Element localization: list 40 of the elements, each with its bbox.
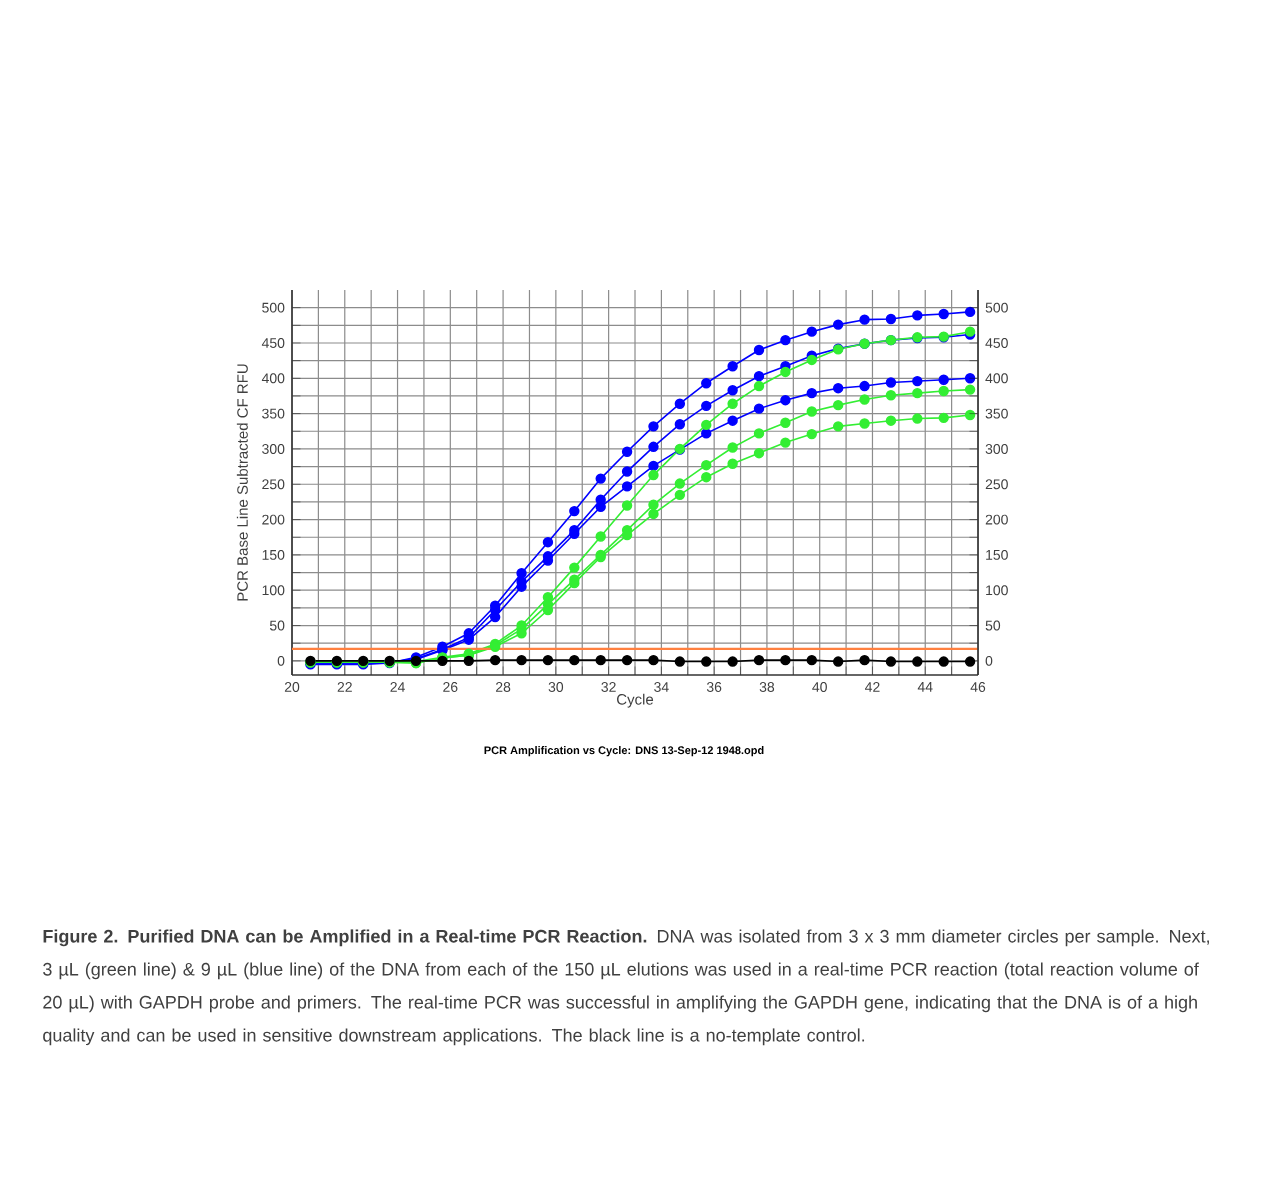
x-tick-label: 42 (865, 682, 880, 692)
x-tick-label: 22 (337, 682, 352, 692)
y-tick-label: 350 (262, 408, 285, 419)
x-tick-label: 30 (548, 682, 564, 692)
y2-tick-label: 450 (985, 338, 1008, 348)
x-tick-label: 28 (495, 682, 511, 692)
x-tick-label: 36 (706, 682, 722, 692)
y-tick-label: 500 (262, 302, 285, 313)
text: PCR Amplification vs Cycle: DNS 13-Sep-12 1948.opd (484, 746, 764, 757)
y2-tick-label: 350 (985, 408, 1008, 419)
y2-tick-label: 50 (985, 620, 1001, 631)
x-tick-label: 26 (443, 682, 458, 692)
x-tick-label: 32 (601, 682, 616, 692)
x-tick-label: 44 (917, 682, 933, 692)
x-tick-label: 40 (812, 682, 827, 692)
y2-tick-label: 400 (985, 373, 1008, 384)
x-tick-label: 46 (970, 682, 986, 692)
y-tick-label: 250 (262, 479, 285, 490)
y-tick-label: 150 (262, 549, 285, 560)
text: Figure 2. Purified DNA can be Amplified in a Real-time PCR Reaction. DNA was isolated from 3 x 3 mm diameter circles per sample. Next, 3 µL (green line) & 9 µL (blue line) of the DNA from each of the 150 µL elutions was used in a real-time PCR reaction (total reaction volume of 20 µL) with GAPDH probe and primers. The real-time PCR was successful in amplifying the GAPDH gene, indicating that the DNA is of a high quality and can be used in sensitive downstream applications. The black line is a no-template control. (43, 929, 1209, 1046)
y2-tick-label: 300 (985, 444, 1008, 454)
y2-tick-label: 100 (986, 585, 1008, 596)
x-tick-label: 38 (759, 682, 775, 692)
y-tick-label: 400 (261, 373, 285, 384)
y-tick-label: 300 (262, 444, 285, 454)
y-tick-label: 50 (269, 620, 285, 631)
y-tick-label: 200 (262, 514, 285, 525)
y-tick-label: 100 (262, 585, 285, 596)
y-axis-title: PCR Base Line Subtracted CF RFU (236, 364, 248, 601)
x-axis-title: Cycle (617, 693, 654, 708)
y2-tick-label: 250 (985, 479, 1008, 490)
x-tick-label: 24 (390, 682, 405, 692)
y2-tick-label: 150 (986, 549, 1008, 560)
x-tick-label: 20 (284, 682, 300, 692)
y-tick-label: 450 (261, 338, 285, 348)
y-tick-label: 0 (277, 655, 285, 666)
y2-tick-label: 500 (985, 302, 1008, 313)
x-tick-label: 34 (654, 682, 669, 692)
y2-tick-label: 0 (985, 655, 993, 666)
y2-tick-label: 200 (985, 514, 1008, 525)
